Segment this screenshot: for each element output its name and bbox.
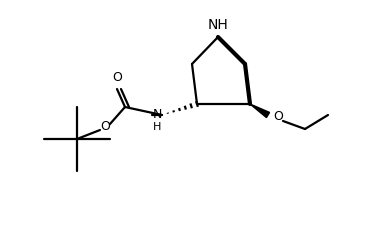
Text: O: O [112,71,122,84]
Text: O: O [100,121,110,133]
Text: N: N [152,108,162,122]
Text: H: H [153,122,161,132]
Text: O: O [273,110,283,124]
Polygon shape [250,104,270,118]
Text: NH: NH [208,18,228,32]
